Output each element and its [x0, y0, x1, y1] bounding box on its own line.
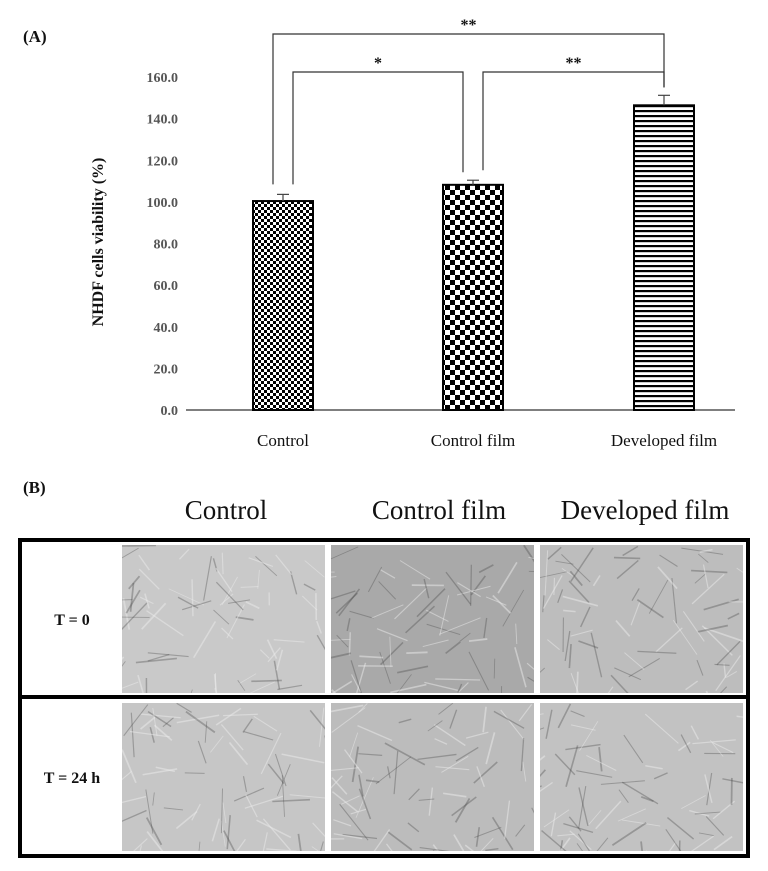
micrograph-image: [331, 703, 534, 851]
panel-b-label: (B): [23, 478, 46, 497]
significance-label: *: [374, 55, 382, 72]
y-tick-label: 80.0: [154, 238, 179, 253]
y-axis-label: NHDF cells viability (%): [90, 158, 107, 327]
y-tick-label: 0.0: [161, 404, 179, 419]
micrograph-image: [122, 545, 325, 693]
row-label-t0: T = 0: [54, 612, 90, 629]
y-tick-label: 60.0: [154, 279, 179, 294]
bar: [633, 104, 695, 412]
bar-chart: 0.020.040.060.080.0100.0120.0140.0160.0 …: [90, 17, 735, 450]
y-tick-label: 140.0: [147, 113, 179, 128]
x-tick-label: Control: [257, 431, 309, 450]
y-tick-label: 100.0: [147, 196, 179, 211]
y-tick-label: 160.0: [147, 71, 179, 86]
row-divider: [22, 695, 746, 699]
significance-label: **: [461, 17, 477, 34]
cell-texture: [122, 545, 325, 693]
cell-texture: [122, 703, 325, 851]
cell-texture: [331, 545, 534, 693]
significance-label: **: [566, 55, 582, 72]
cell-texture: [540, 545, 743, 693]
bar: [252, 200, 314, 411]
column-header-control-film: Control film: [371, 495, 507, 525]
column-header-developed-film: Developed film: [560, 495, 730, 525]
cell-texture: [331, 703, 534, 851]
row-label-t24: T = 24 h: [43, 770, 101, 787]
bar: [442, 183, 504, 411]
micrograph-image: [331, 545, 534, 693]
micrograph-grid: T = 0 T = 24 h: [18, 538, 750, 858]
significance-bracket: [292, 71, 464, 185]
cell-texture: [540, 703, 743, 851]
micrograph-image: [122, 703, 325, 851]
y-tick-label: 40.0: [154, 321, 179, 336]
y-tick-label: 120.0: [147, 154, 179, 169]
y-tick-label: 20.0: [154, 362, 179, 377]
x-tick-label: Control film: [431, 431, 516, 450]
panel-a-label: (A): [23, 27, 47, 46]
significance-bracket: [272, 33, 665, 185]
micrograph-image: [540, 545, 743, 693]
micrograph-image: [540, 703, 743, 851]
x-tick-label: Developed film: [611, 431, 717, 450]
column-header-control: Control: [184, 495, 268, 525]
